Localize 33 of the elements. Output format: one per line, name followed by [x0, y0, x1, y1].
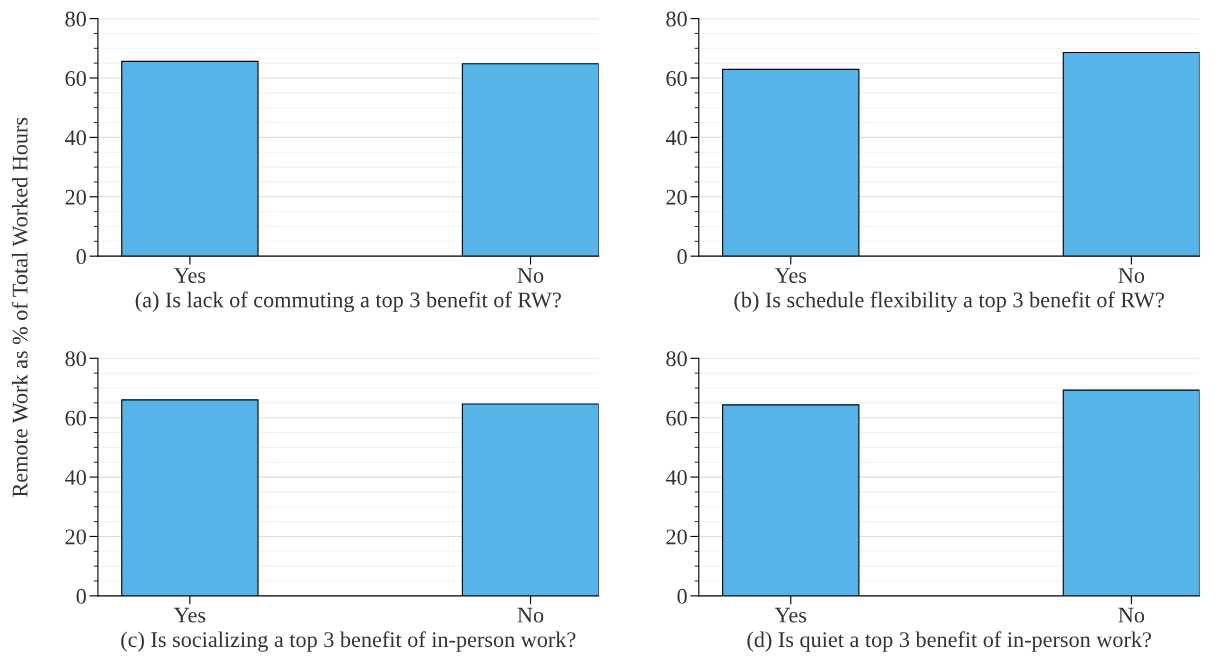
y-tick-label: 40: [665, 130, 687, 146]
x-tick-label: No: [1118, 268, 1145, 283]
y-tick-label: 20: [65, 529, 86, 545]
y-tick-label: 0: [677, 249, 687, 265]
x-tick-label: No: [517, 607, 544, 623]
y-tick-label: 60: [65, 410, 86, 426]
y-tick-label: 20: [65, 189, 86, 205]
y-tick-label: 60: [666, 410, 687, 426]
x-tick-label: Yes: [774, 268, 807, 283]
y-tick-label: 20: [666, 189, 687, 205]
y-tick-label: 60: [666, 70, 687, 86]
x-axis-title: (d) Is quiet a top 3 benefit of in-person work?: [747, 631, 1151, 652]
x-axis-title: (c) Is socializing a top 3 benefit of in-person work?: [121, 631, 576, 652]
y-tick-label: 80: [666, 351, 687, 367]
y-tick-label: 40: [665, 470, 687, 485]
y-tick-label: 80: [65, 11, 86, 27]
y-tick-label: 0: [677, 588, 687, 604]
y-tick-label: 0: [76, 249, 86, 265]
x-tick-label: No: [517, 268, 544, 283]
x-tick-label: Yes: [774, 607, 807, 623]
y-tick-label: 40: [65, 130, 86, 146]
y-axis-title: Remote Work as % of Total Worked Hours: [11, 117, 28, 497]
x-tick-label: No: [1118, 607, 1145, 623]
y-tick-label: 0: [76, 588, 86, 604]
y-tick-label: 40: [65, 470, 86, 485]
y-tick-label: 60: [65, 70, 86, 86]
y-tick-label: 20: [666, 529, 687, 545]
y-tick-label: 80: [65, 351, 86, 367]
x-axis-title: (b) Is schedule flexibility a top 3 benefit of RW?: [734, 291, 1164, 313]
y-tick-label: 80: [666, 11, 687, 27]
x-axis-title: (a) Is lack of commuting a top 3 benefit of RW?: [135, 291, 561, 313]
x-tick-label: Yes: [173, 607, 206, 623]
x-tick-label: Yes: [173, 268, 206, 283]
